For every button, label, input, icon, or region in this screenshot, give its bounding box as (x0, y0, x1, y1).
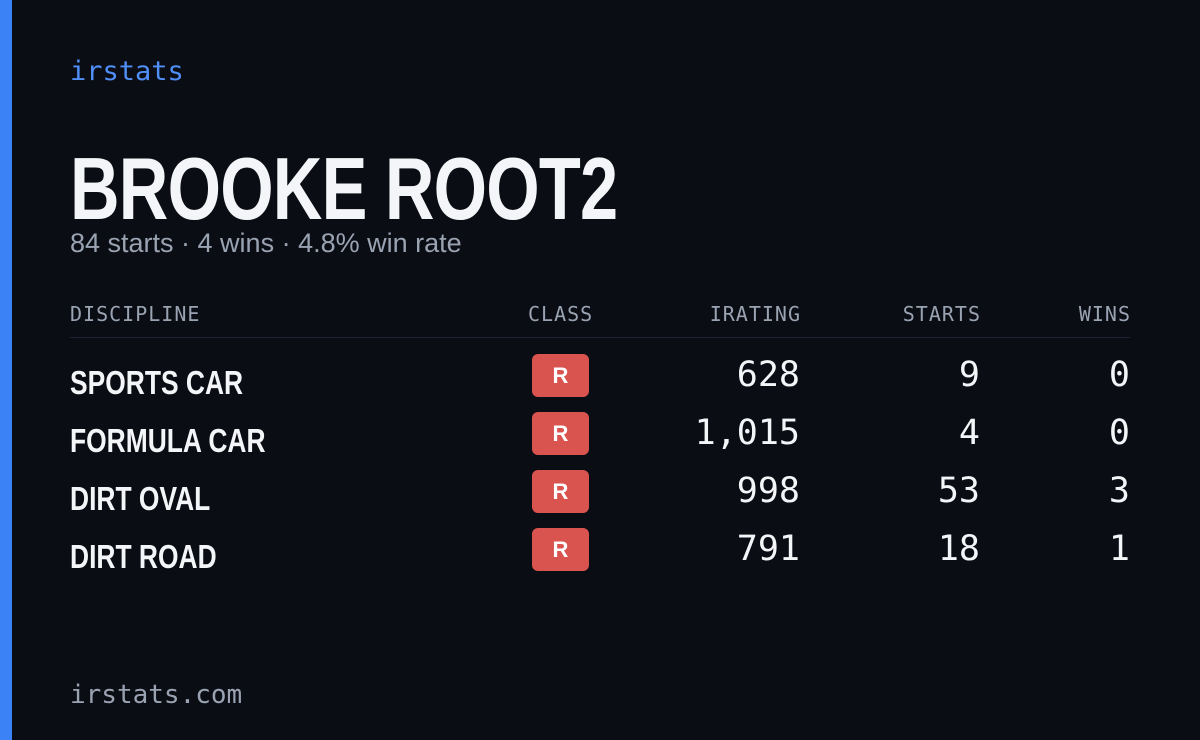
column-header: CLASS (528, 302, 594, 326)
discipline: FORMULA CAR (70, 422, 266, 459)
discipline: SPORTS CAR (70, 364, 244, 401)
irating: 791 (736, 529, 800, 569)
discipline: DIRT OVAL (70, 480, 211, 517)
footer: irstats.com (70, 680, 243, 710)
title: BROOKE ROOT2 (70, 139, 618, 238)
starts: 53 (937, 471, 980, 511)
accent-bar (0, 0, 12, 740)
brand: irstats (70, 56, 184, 87)
starts: 4 (958, 413, 980, 453)
class-badge: R (532, 412, 589, 455)
column-header: STARTS (902, 302, 981, 326)
column-header: DISCIPLINE (70, 302, 201, 326)
class-badge: R (532, 354, 589, 397)
subtitle: 84 starts · 4 wins · 4.8% win rate (70, 228, 462, 258)
irating: 628 (736, 355, 800, 395)
class-badge: R (532, 528, 589, 571)
irating: 998 (736, 471, 800, 511)
column-header: IRATING (709, 302, 801, 326)
wins: 0 (1108, 413, 1130, 453)
discipline: DIRT ROAD (70, 538, 217, 575)
column-header: WINS (1078, 302, 1131, 326)
wins: 3 (1108, 471, 1130, 511)
wins: 0 (1108, 355, 1130, 395)
class-badge: R (532, 470, 589, 513)
irating: 1,015 (694, 413, 800, 453)
wins: 1 (1108, 529, 1130, 569)
starts: 18 (937, 529, 980, 569)
header-rule (70, 337, 1130, 338)
starts: 9 (958, 355, 980, 395)
